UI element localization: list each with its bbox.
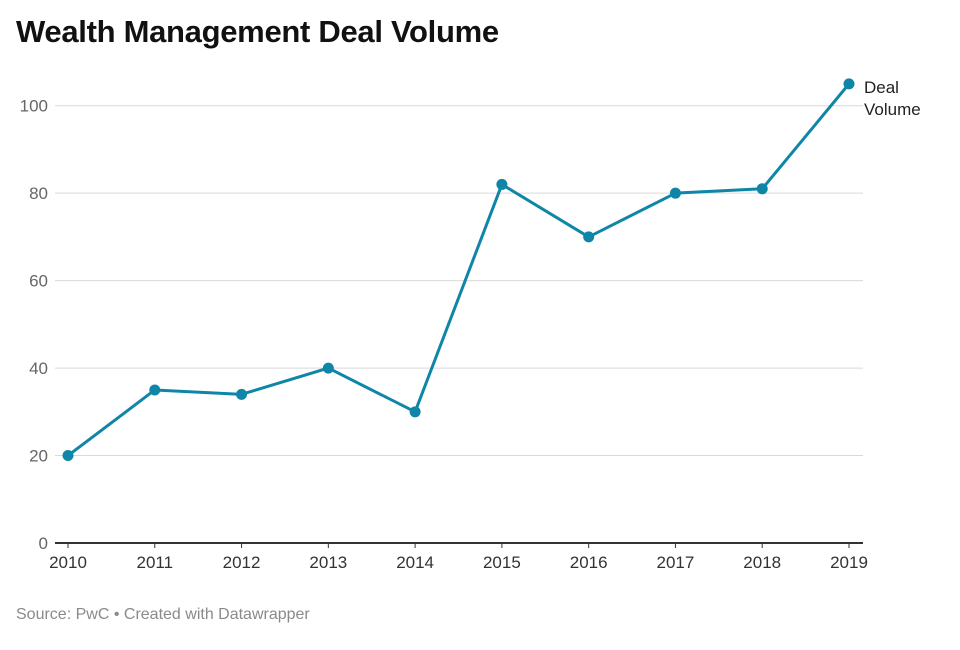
series-line xyxy=(66,82,851,458)
data-point-2014 xyxy=(409,406,421,418)
series-label-line-2: Volume xyxy=(864,100,921,119)
y-tick-label-60: 60 xyxy=(29,272,48,291)
x-tick-label-2016: 2016 xyxy=(570,553,608,572)
y-tick-label-20: 20 xyxy=(29,447,48,466)
gridlines xyxy=(55,105,863,457)
y-tick-label-80: 80 xyxy=(29,184,48,203)
y-tick-label-0: 0 xyxy=(39,534,48,553)
footer-separator: • xyxy=(113,606,120,623)
y-axis-ticks: 0 20 40 60 80 100 xyxy=(20,97,48,553)
x-tick-label-2017: 2017 xyxy=(657,553,695,572)
data-point-2013 xyxy=(322,362,334,374)
credit-text: Created with Datawrapper xyxy=(123,606,310,623)
x-tick-label-2018: 2018 xyxy=(743,553,781,572)
source-text: Source: PwC xyxy=(16,606,110,623)
x-tick-label-2014: 2014 xyxy=(396,553,434,572)
chart-footer: Source: PwC • Created with Datawrapper xyxy=(16,606,310,624)
data-point-2012 xyxy=(236,388,248,400)
x-tick-label-2012: 2012 xyxy=(223,553,261,572)
x-tick-label-2019: 2019 xyxy=(830,553,868,572)
x-tick-label-2015: 2015 xyxy=(483,553,521,572)
x-tick-label-2010: 2010 xyxy=(49,553,87,572)
data-point-2011 xyxy=(149,384,161,396)
series-deal-volume xyxy=(62,78,855,462)
series-label-line-1: Deal xyxy=(864,78,899,97)
chart-title: Wealth Management Deal Volume xyxy=(16,14,499,49)
y-tick-label-40: 40 xyxy=(29,359,48,378)
x-axis-ticks: 2010 2011 2012 2013 2014 2015 2016 2017 2018 2019 xyxy=(49,543,868,572)
data-point-2018 xyxy=(756,183,768,195)
data-point-2015 xyxy=(496,178,508,190)
data-point-2010 xyxy=(62,450,74,462)
y-tick-label-100: 100 xyxy=(20,97,48,116)
data-point-2017 xyxy=(669,187,681,199)
data-point-2019 xyxy=(843,78,855,90)
x-tick-label-2013: 2013 xyxy=(309,553,347,572)
data-point-2016 xyxy=(583,231,595,243)
series-label: Deal Volume xyxy=(864,78,921,119)
x-tick-label-2011: 2011 xyxy=(136,553,173,572)
